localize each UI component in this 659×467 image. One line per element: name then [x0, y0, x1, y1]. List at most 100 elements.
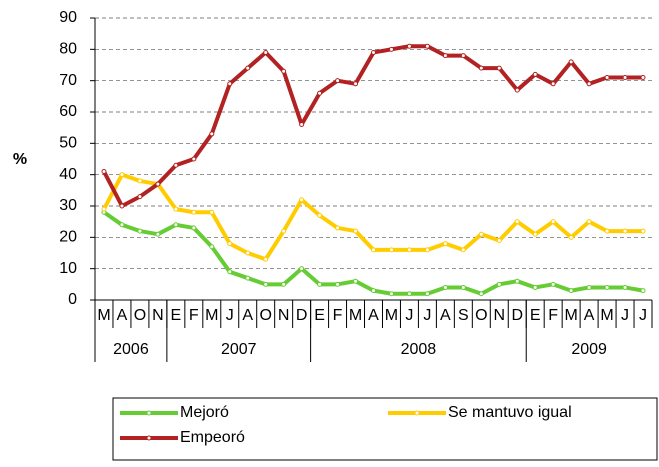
point [388, 46, 394, 52]
x-tick-label: F [189, 307, 199, 324]
x-tick-label: N [278, 307, 290, 324]
point [442, 284, 448, 290]
y-tick-label: 10 [59, 260, 77, 277]
point [532, 231, 538, 237]
y-tick-label: 50 [59, 135, 77, 152]
point [191, 156, 197, 162]
point [388, 291, 394, 297]
point [299, 266, 305, 272]
point [119, 203, 125, 209]
point [496, 65, 502, 71]
y-tick-label: 60 [59, 103, 77, 120]
point [514, 219, 520, 225]
line [102, 210, 644, 296]
y-tick-label: 70 [59, 72, 77, 89]
x-tick-label: S [458, 307, 469, 324]
point [604, 284, 610, 290]
point [406, 43, 412, 49]
point [460, 247, 466, 253]
point [586, 284, 592, 290]
point [514, 87, 520, 93]
y-tick-label: 80 [59, 41, 77, 58]
x-tick-label: M [385, 307, 398, 324]
point [478, 231, 484, 237]
x-tick-label: J [226, 307, 234, 324]
point [209, 209, 215, 215]
x-tick-label: A [440, 307, 451, 324]
point [460, 53, 466, 59]
year-label: 2006 [113, 341, 149, 358]
legend-label: Empeoró [180, 429, 245, 446]
point [227, 81, 233, 87]
y-tick-label: 30 [59, 197, 77, 214]
x-tick-label: M [564, 307, 577, 324]
point [532, 71, 538, 77]
point [478, 65, 484, 71]
point [371, 288, 376, 294]
point [263, 256, 269, 262]
x-tick-label: F [333, 307, 343, 324]
point [119, 222, 125, 228]
point [353, 81, 359, 87]
x-tick-label: E [530, 307, 541, 324]
year-label: 2008 [401, 341, 437, 358]
point [317, 281, 323, 287]
point [299, 122, 305, 128]
point [604, 75, 610, 81]
point [317, 212, 323, 218]
point [209, 131, 215, 137]
x-tick-label: E [314, 307, 325, 324]
point [442, 53, 448, 59]
point [424, 43, 430, 49]
point [640, 288, 646, 294]
point [568, 288, 574, 294]
point [299, 197, 305, 203]
legend-label: Se mantuvo igual [448, 404, 572, 421]
x-tick-label: O [475, 307, 487, 324]
point [101, 169, 107, 175]
legend-marker [146, 410, 152, 416]
point [119, 172, 125, 178]
legend-label: Mejoró [180, 404, 229, 421]
point [478, 291, 484, 297]
legend [112, 397, 658, 461]
x-tick-label: J [405, 307, 413, 324]
x-tick-label: E [171, 307, 182, 324]
point [622, 75, 628, 81]
point [568, 59, 574, 65]
x-tick-label: O [259, 307, 271, 324]
x-tick-label: J [423, 307, 431, 324]
x-tick-label: J [639, 307, 647, 324]
point [317, 90, 323, 96]
point [496, 237, 502, 243]
point [496, 281, 502, 287]
legend-marker [414, 410, 420, 416]
point [245, 250, 251, 256]
y-axis-label: % [13, 151, 27, 168]
point [371, 49, 376, 55]
point [604, 228, 610, 234]
point [245, 65, 251, 71]
point [371, 247, 376, 253]
year-label: 2009 [571, 341, 607, 358]
point [622, 284, 628, 290]
point [424, 291, 430, 297]
point [101, 206, 107, 212]
y-tick-label: 20 [59, 229, 77, 246]
point [550, 81, 556, 87]
point [514, 278, 520, 284]
line [102, 44, 644, 208]
point [406, 291, 412, 297]
x-tick-label: M [97, 307, 110, 324]
y-tick-label: 90 [59, 9, 77, 26]
x-tick-label: M [600, 307, 613, 324]
x-tick-label: O [134, 307, 146, 324]
point [586, 219, 592, 225]
x-tick-label: N [493, 307, 505, 324]
x-tick-label: D [296, 307, 308, 324]
point [173, 162, 179, 168]
point [263, 281, 269, 287]
x-tick-label: A [242, 307, 253, 324]
x-tick-label: M [349, 307, 362, 324]
point [137, 194, 143, 200]
